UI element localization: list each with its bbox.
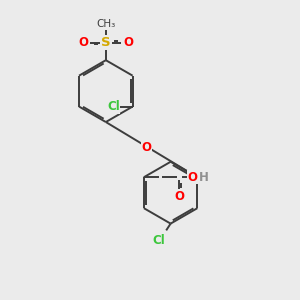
Text: H: H [199,171,209,184]
Text: Cl: Cl [152,234,165,247]
Text: O: O [124,36,134,49]
Text: S: S [101,36,111,49]
Text: CH₃: CH₃ [96,19,116,29]
Text: O: O [188,171,197,184]
Text: O: O [78,36,88,49]
Text: O: O [174,190,184,203]
Text: Cl: Cl [107,100,120,113]
Text: O: O [141,141,151,154]
